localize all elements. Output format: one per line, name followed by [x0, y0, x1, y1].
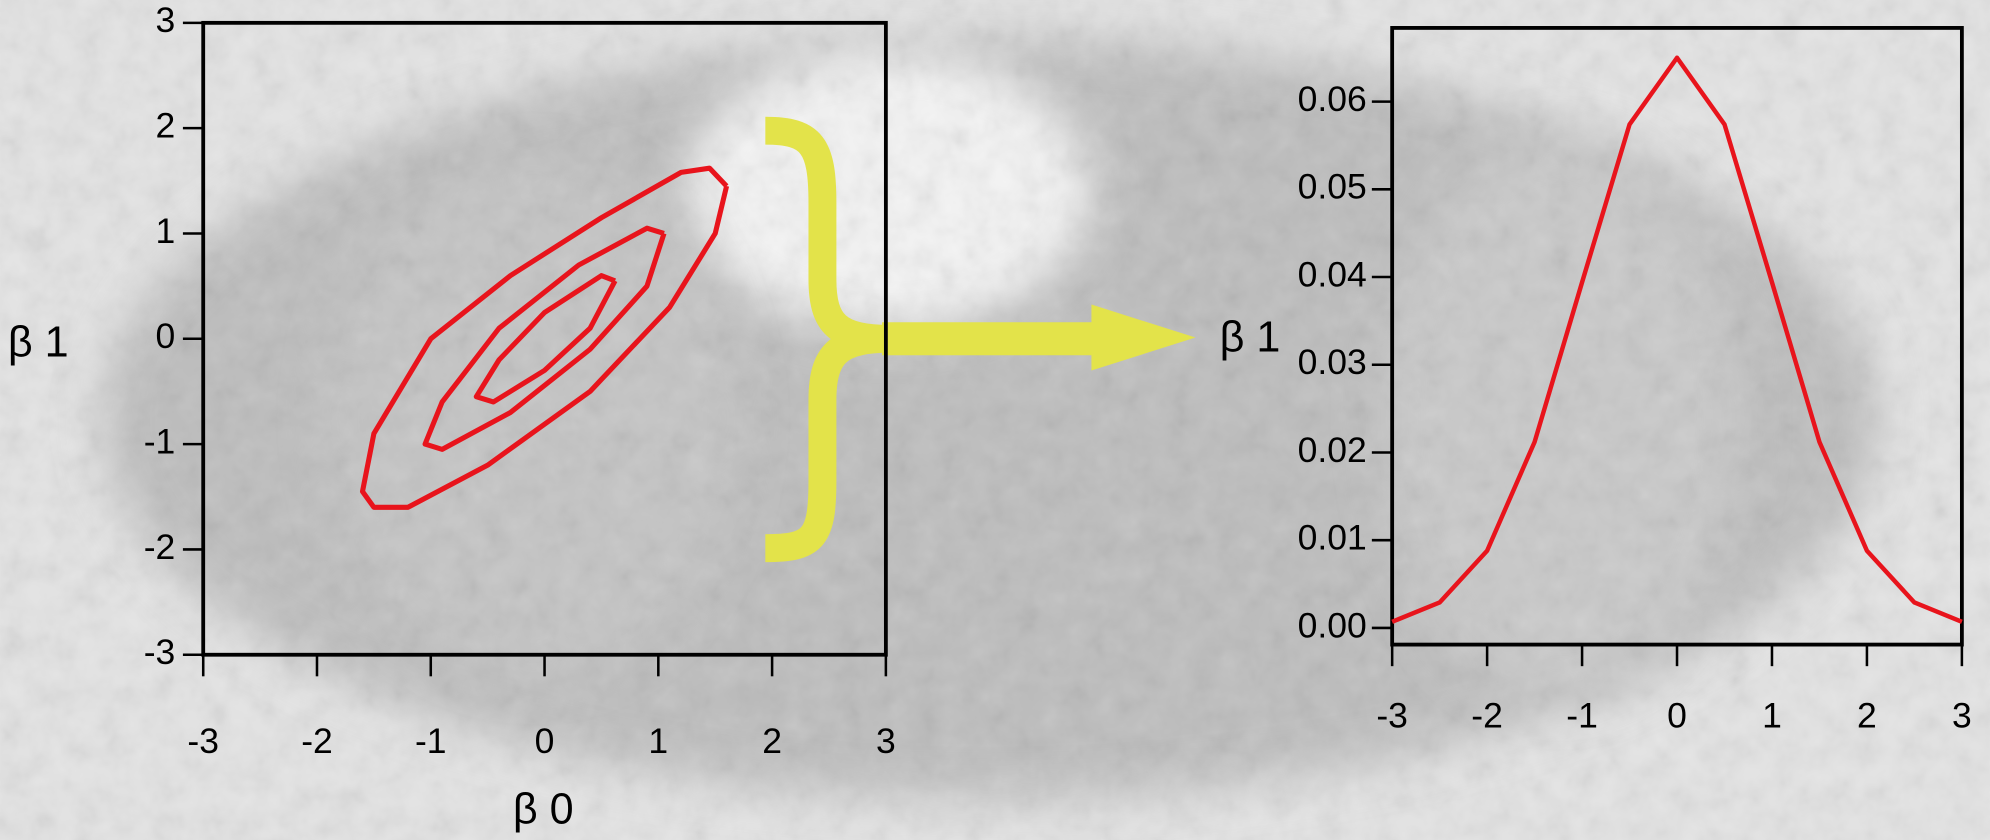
y-axis-label: β 1: [1220, 313, 1281, 361]
y-tick-label: 0.01: [1298, 518, 1367, 558]
page: {"chart_data": [ {"type": "contour", "xl…: [0, 0, 1990, 840]
y-tick-label: -2: [144, 527, 176, 567]
background-image: [0, 0, 1990, 840]
x-tick-label: -3: [1376, 696, 1408, 736]
y-tick-label: 2: [156, 106, 176, 146]
x-axis-label: β 0: [513, 785, 574, 833]
y-tick-label: 1: [156, 211, 176, 251]
x-tick-label: -2: [301, 721, 333, 761]
x-tick-label: -2: [1471, 696, 1503, 736]
x-tick-label: 2: [1857, 696, 1877, 736]
y-tick-label: 0.00: [1298, 605, 1367, 645]
y-tick-label: 3: [156, 0, 176, 40]
y-tick-label: 0.05: [1298, 167, 1367, 207]
y-tick-label: -1: [144, 421, 176, 461]
x-tick-label: 0: [535, 721, 555, 761]
y-tick-label: 0.04: [1298, 254, 1367, 294]
x-tick-label: 2: [762, 721, 782, 761]
x-tick-label: 3: [1952, 696, 1972, 736]
x-tick-label: -1: [1566, 696, 1598, 736]
y-tick-label: 0: [156, 316, 176, 356]
figure: -3 -2 -1 0 1 2 3 -3 -2 -1 0 1 2 3 β 0 β 1 -3 -2 -1 0 1 2 3 0.00…: [0, 0, 1990, 840]
y-tick-label: 0.02: [1298, 430, 1367, 470]
y-tick-label: 0.06: [1298, 79, 1367, 119]
x-tick-label: 3: [876, 721, 896, 761]
x-tick-label: 0: [1667, 696, 1687, 736]
x-tick-label: -3: [187, 721, 219, 761]
x-tick-label: 1: [648, 721, 668, 761]
y-tick-label: -3: [144, 632, 176, 672]
x-tick-label: 1: [1762, 696, 1782, 736]
y-axis-label: β 1: [8, 319, 69, 367]
x-tick-label: -1: [415, 721, 447, 761]
y-tick-label: 0.03: [1298, 342, 1367, 382]
